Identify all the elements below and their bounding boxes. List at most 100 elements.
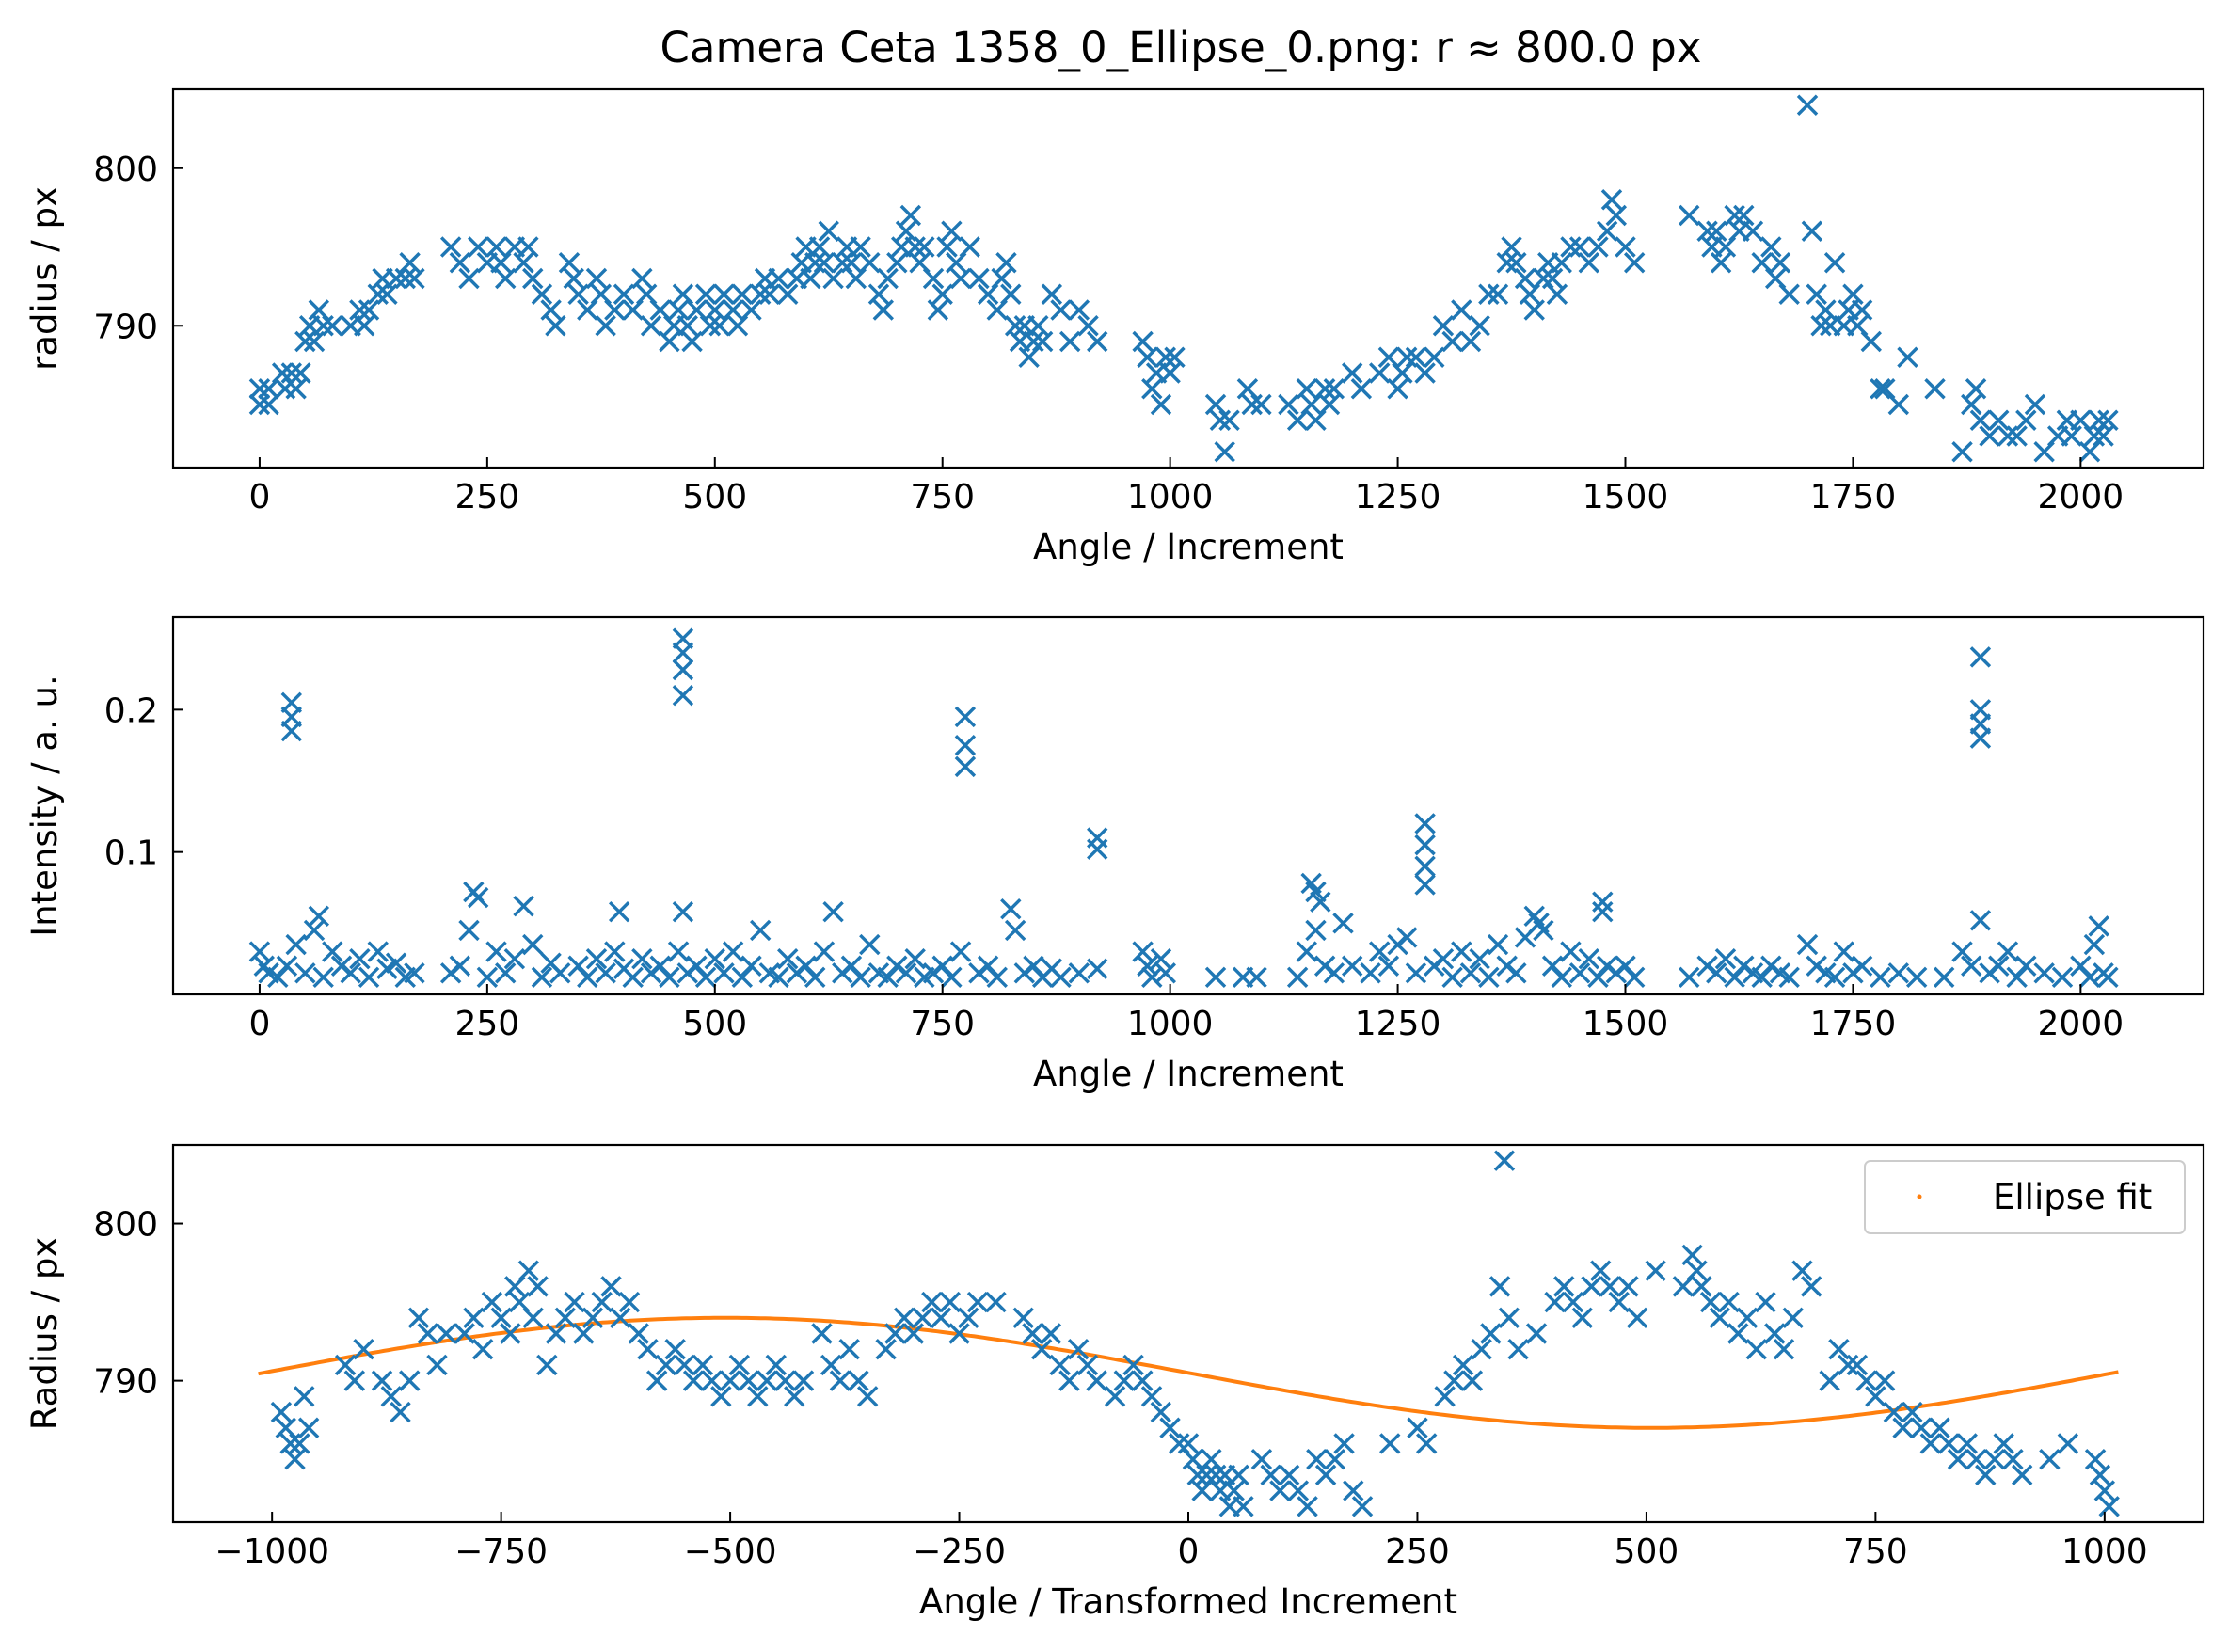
data-point-marker — [280, 720, 303, 742]
data-point-marker — [1910, 1417, 1933, 1438]
data-point-marker — [536, 1354, 558, 1376]
data-point-marker — [1396, 346, 1418, 368]
data-point-marker — [899, 204, 922, 227]
data-point-marker — [1571, 1307, 1593, 1328]
data-point-marker — [1933, 966, 1955, 989]
x-tick-label: 500 — [682, 1005, 747, 1043]
x-tick-label: 0 — [248, 478, 270, 516]
x-tick-label: −250 — [913, 1533, 1006, 1571]
data-point-marker — [322, 315, 343, 337]
data-point-marker — [822, 267, 844, 290]
intensity-vs-increment-panel: 0 250 500 750 1000 1250 1500 1750 2000 0.1 0.2 Angl… — [24, 615, 2205, 1094]
data-point-marker — [1351, 1496, 1374, 1517]
data-point-marker — [722, 299, 744, 321]
data-point-marker — [1706, 962, 1727, 984]
data-point-marker — [458, 919, 480, 942]
data-point-marker — [2093, 425, 2114, 447]
data-point-marker — [1800, 1276, 1822, 1297]
data-point-marker — [931, 955, 953, 977]
data-point-marker — [367, 941, 389, 962]
data-point-marker — [1396, 927, 1418, 948]
data-point-marker — [1228, 1464, 1249, 1486]
data-point-marker — [749, 283, 772, 305]
data-point-marker — [1323, 378, 1345, 400]
data-point-marker — [1004, 919, 1026, 942]
x-tick-label: 0 — [248, 1005, 270, 1043]
data-point-marker — [1387, 378, 1408, 400]
data-point-marker — [731, 283, 754, 305]
data-point-marker — [1929, 1417, 1950, 1438]
data-point-marker — [941, 220, 963, 242]
data-point-marker — [1951, 441, 1973, 463]
data-point-marker — [554, 1307, 577, 1328]
data-point-marker — [471, 1339, 494, 1360]
data-point-marker — [977, 955, 999, 977]
data-point-marker — [1214, 441, 1235, 463]
data-point-marker — [334, 1354, 357, 1376]
data-point-marker — [1278, 1464, 1300, 1486]
x-tick-label: 0 — [1178, 1533, 1200, 1571]
data-point-marker — [991, 267, 1012, 290]
data-point-marker — [1778, 283, 1800, 305]
data-point-marker — [936, 236, 958, 258]
data-point-marker — [2011, 1464, 2033, 1486]
data-point-marker — [573, 1323, 595, 1344]
data-point-marker — [1846, 1354, 1869, 1376]
data-point-marker — [2015, 955, 2037, 977]
data-point-marker — [1000, 898, 1022, 920]
data-point-marker — [811, 1323, 833, 1344]
x-tick-label: 1250 — [1355, 1005, 1441, 1043]
data-point-marker — [968, 267, 990, 290]
data-point-marker — [1022, 1323, 1043, 1344]
data-point-marker — [545, 315, 566, 337]
data-point-marker — [1851, 955, 1873, 977]
data-point-marker — [774, 1370, 796, 1391]
data-point-marker — [1030, 1339, 1053, 1360]
legend-marker — [1917, 1194, 1922, 1199]
data-point-marker — [1377, 955, 1400, 977]
data-point-marker — [1414, 362, 1436, 384]
data-point-marker — [558, 252, 581, 274]
data-point-marker — [1696, 220, 1718, 242]
x-tick-label: 1000 — [1127, 1005, 1214, 1043]
legend-label: Ellipse fit — [1993, 1177, 2152, 1217]
data-point-marker — [1154, 346, 1177, 368]
data-point-marker — [371, 1370, 393, 1391]
data-point-marker — [280, 362, 303, 384]
x-axis-label: Angle / Transformed Increment — [919, 1581, 1457, 1622]
data-point-marker — [1983, 1448, 2006, 1470]
data-point-marker — [449, 252, 471, 274]
data-point-marker — [850, 236, 871, 258]
data-point-marker — [840, 252, 863, 274]
x-tick-label: 250 — [455, 478, 520, 516]
data-point-marker — [1615, 955, 1636, 977]
data-point-marker — [2006, 966, 2028, 989]
data-point-marker — [1040, 1323, 1062, 1344]
data-point-marker — [808, 236, 831, 258]
data-point-marker — [1296, 941, 1318, 962]
data-point-marker — [1578, 252, 1599, 274]
data-point-marker — [804, 252, 826, 274]
data-point-marker — [1432, 315, 1455, 337]
data-point-marker — [1961, 955, 1982, 977]
data-point-marker — [1617, 1276, 1639, 1297]
data-point-marker — [699, 315, 722, 337]
data-point-marker — [758, 283, 781, 305]
data-point-marker — [1546, 283, 1568, 305]
data-point-marker — [1596, 220, 1618, 242]
data-point-marker — [722, 941, 744, 962]
data-point-marker — [399, 252, 421, 274]
x-tick-label: 500 — [682, 478, 747, 516]
data-point-marker — [1469, 315, 1490, 337]
data-point-marker — [1679, 966, 1700, 989]
data-point-marker — [1246, 966, 1267, 989]
data-point-marker — [813, 252, 836, 274]
data-point-marker — [1801, 220, 1823, 242]
data-point-marker — [1058, 1370, 1080, 1391]
data-point-marker — [1828, 1339, 1850, 1360]
data-point-marker — [467, 886, 489, 909]
data-point-marker — [1223, 1480, 1245, 1501]
data-point-marker — [1975, 1464, 1997, 1486]
data-point-marker — [1132, 941, 1154, 962]
data-point-marker — [927, 299, 949, 321]
